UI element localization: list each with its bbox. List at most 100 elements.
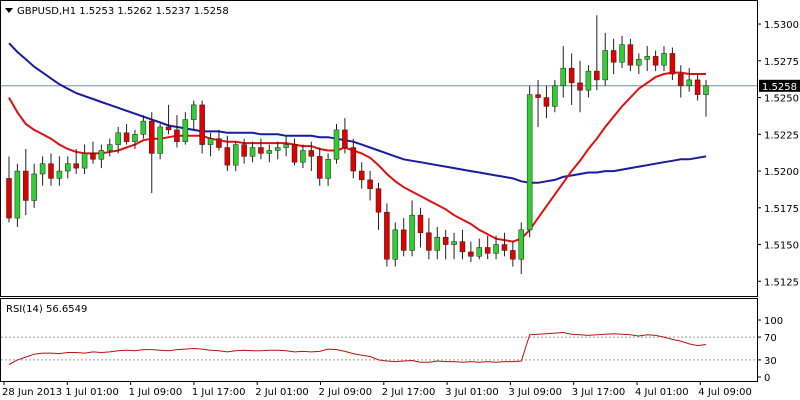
bull-candle-body [602,50,608,81]
candle [249,141,256,163]
candle [560,46,566,98]
candle [6,156,12,223]
candle [266,144,273,163]
bull-candle-body [644,56,650,60]
bull-candle-body [56,170,63,179]
bear-candle-body [316,156,323,179]
candle [241,138,247,164]
bull-candle-body [409,214,415,251]
rsi-pane-frame [0,298,758,382]
bull-candle-body [703,85,709,95]
bull-candle-body [98,150,105,160]
candle [23,149,29,216]
bear-candle-body [577,82,583,91]
candle [585,65,592,98]
time-tick-label: 1 Jul 01:00 [65,387,119,398]
bull-candle-body [636,59,642,66]
bear-candle-body [199,104,205,145]
bull-candle-body [157,126,163,154]
candle [207,132,214,157]
candle [316,147,323,186]
price-pane-frame [0,0,758,297]
bear-candle-body [442,236,449,245]
bear-candle-body [350,147,357,172]
candle [140,115,147,139]
bull-candle-body [392,229,399,260]
current-price-label: 1.5258 [759,79,800,93]
time-tick-label: 1 Jul 09:00 [129,387,183,398]
candle [81,144,88,174]
candle [358,162,365,189]
candle [392,222,399,267]
candle [149,112,155,194]
bull-candle-body [115,132,121,145]
candle [174,115,180,148]
dropdown-triangle-icon[interactable] [5,8,13,13]
bear-candle-body [652,56,659,66]
bear-candle-body [23,170,29,201]
time-tick-label: 28 Jun 2013 [2,387,62,398]
candle [107,138,113,157]
bear-candle-body [400,229,407,251]
bull-candle-body [585,70,592,91]
bear-candle-body [543,97,550,107]
candle [703,79,709,117]
bear-candle-body [694,79,701,95]
candle [123,124,130,145]
bull-candle-body [140,120,147,135]
candle [409,200,415,257]
bull-candle-body [325,159,331,179]
bull-candle-body [207,138,214,145]
candle [157,124,163,160]
bull-candle-body [552,85,558,107]
time-tick-label: 2 Jul 17:00 [382,387,436,398]
candle [375,182,382,230]
candle [552,79,558,113]
fast-moving-average-line [8,71,706,243]
candle [686,68,692,92]
bear-candle-body [426,232,432,251]
time-tick-label: 3 Jul 09:00 [508,387,562,398]
candle [493,235,499,260]
bear-candle-body [568,67,575,84]
time-tick-label: 1 Jul 17:00 [192,387,246,398]
candle [39,156,46,186]
bull-candle-body [300,150,306,163]
candle [636,53,642,75]
bear-candle-body [241,144,247,157]
bull-candle-body [232,144,239,166]
candle [442,229,449,260]
bear-candle-body [291,144,298,163]
bull-candle-body [434,236,441,251]
candle [165,104,172,135]
candle [543,85,550,119]
bear-candle-body [6,178,12,219]
candle [291,138,298,166]
rsi-level-lines [1,336,757,361]
candle [283,135,289,157]
time-tick-label: 4 Jul 01:00 [635,387,689,398]
price-pane-header: GBPUSD,H1 1.5253 1.5262 1.5237 1.5258 [5,6,229,17]
bull-candle-body [132,134,138,142]
candle [333,124,340,164]
bull-candle-body [190,104,197,120]
bear-candle-body [610,50,617,63]
candle [400,218,407,257]
candle [199,100,205,154]
slow-moving-average-line [8,42,707,184]
symbol-header-text: GBPUSD,H1 1.5253 1.5262 1.5237 1.5258 [17,6,229,17]
candle [56,156,63,186]
candle [132,129,138,149]
time-tick-label: 3 Jul 01:00 [445,387,499,398]
bear-candle-body [123,132,130,142]
candle [342,118,348,154]
candle [644,46,650,72]
candle [627,38,634,72]
bear-candle-body [258,147,264,154]
bear-candle-body [149,120,155,154]
bear-candle-body [678,73,684,87]
bull-candle-body [182,119,189,142]
candle [350,138,357,179]
candle [518,222,525,274]
